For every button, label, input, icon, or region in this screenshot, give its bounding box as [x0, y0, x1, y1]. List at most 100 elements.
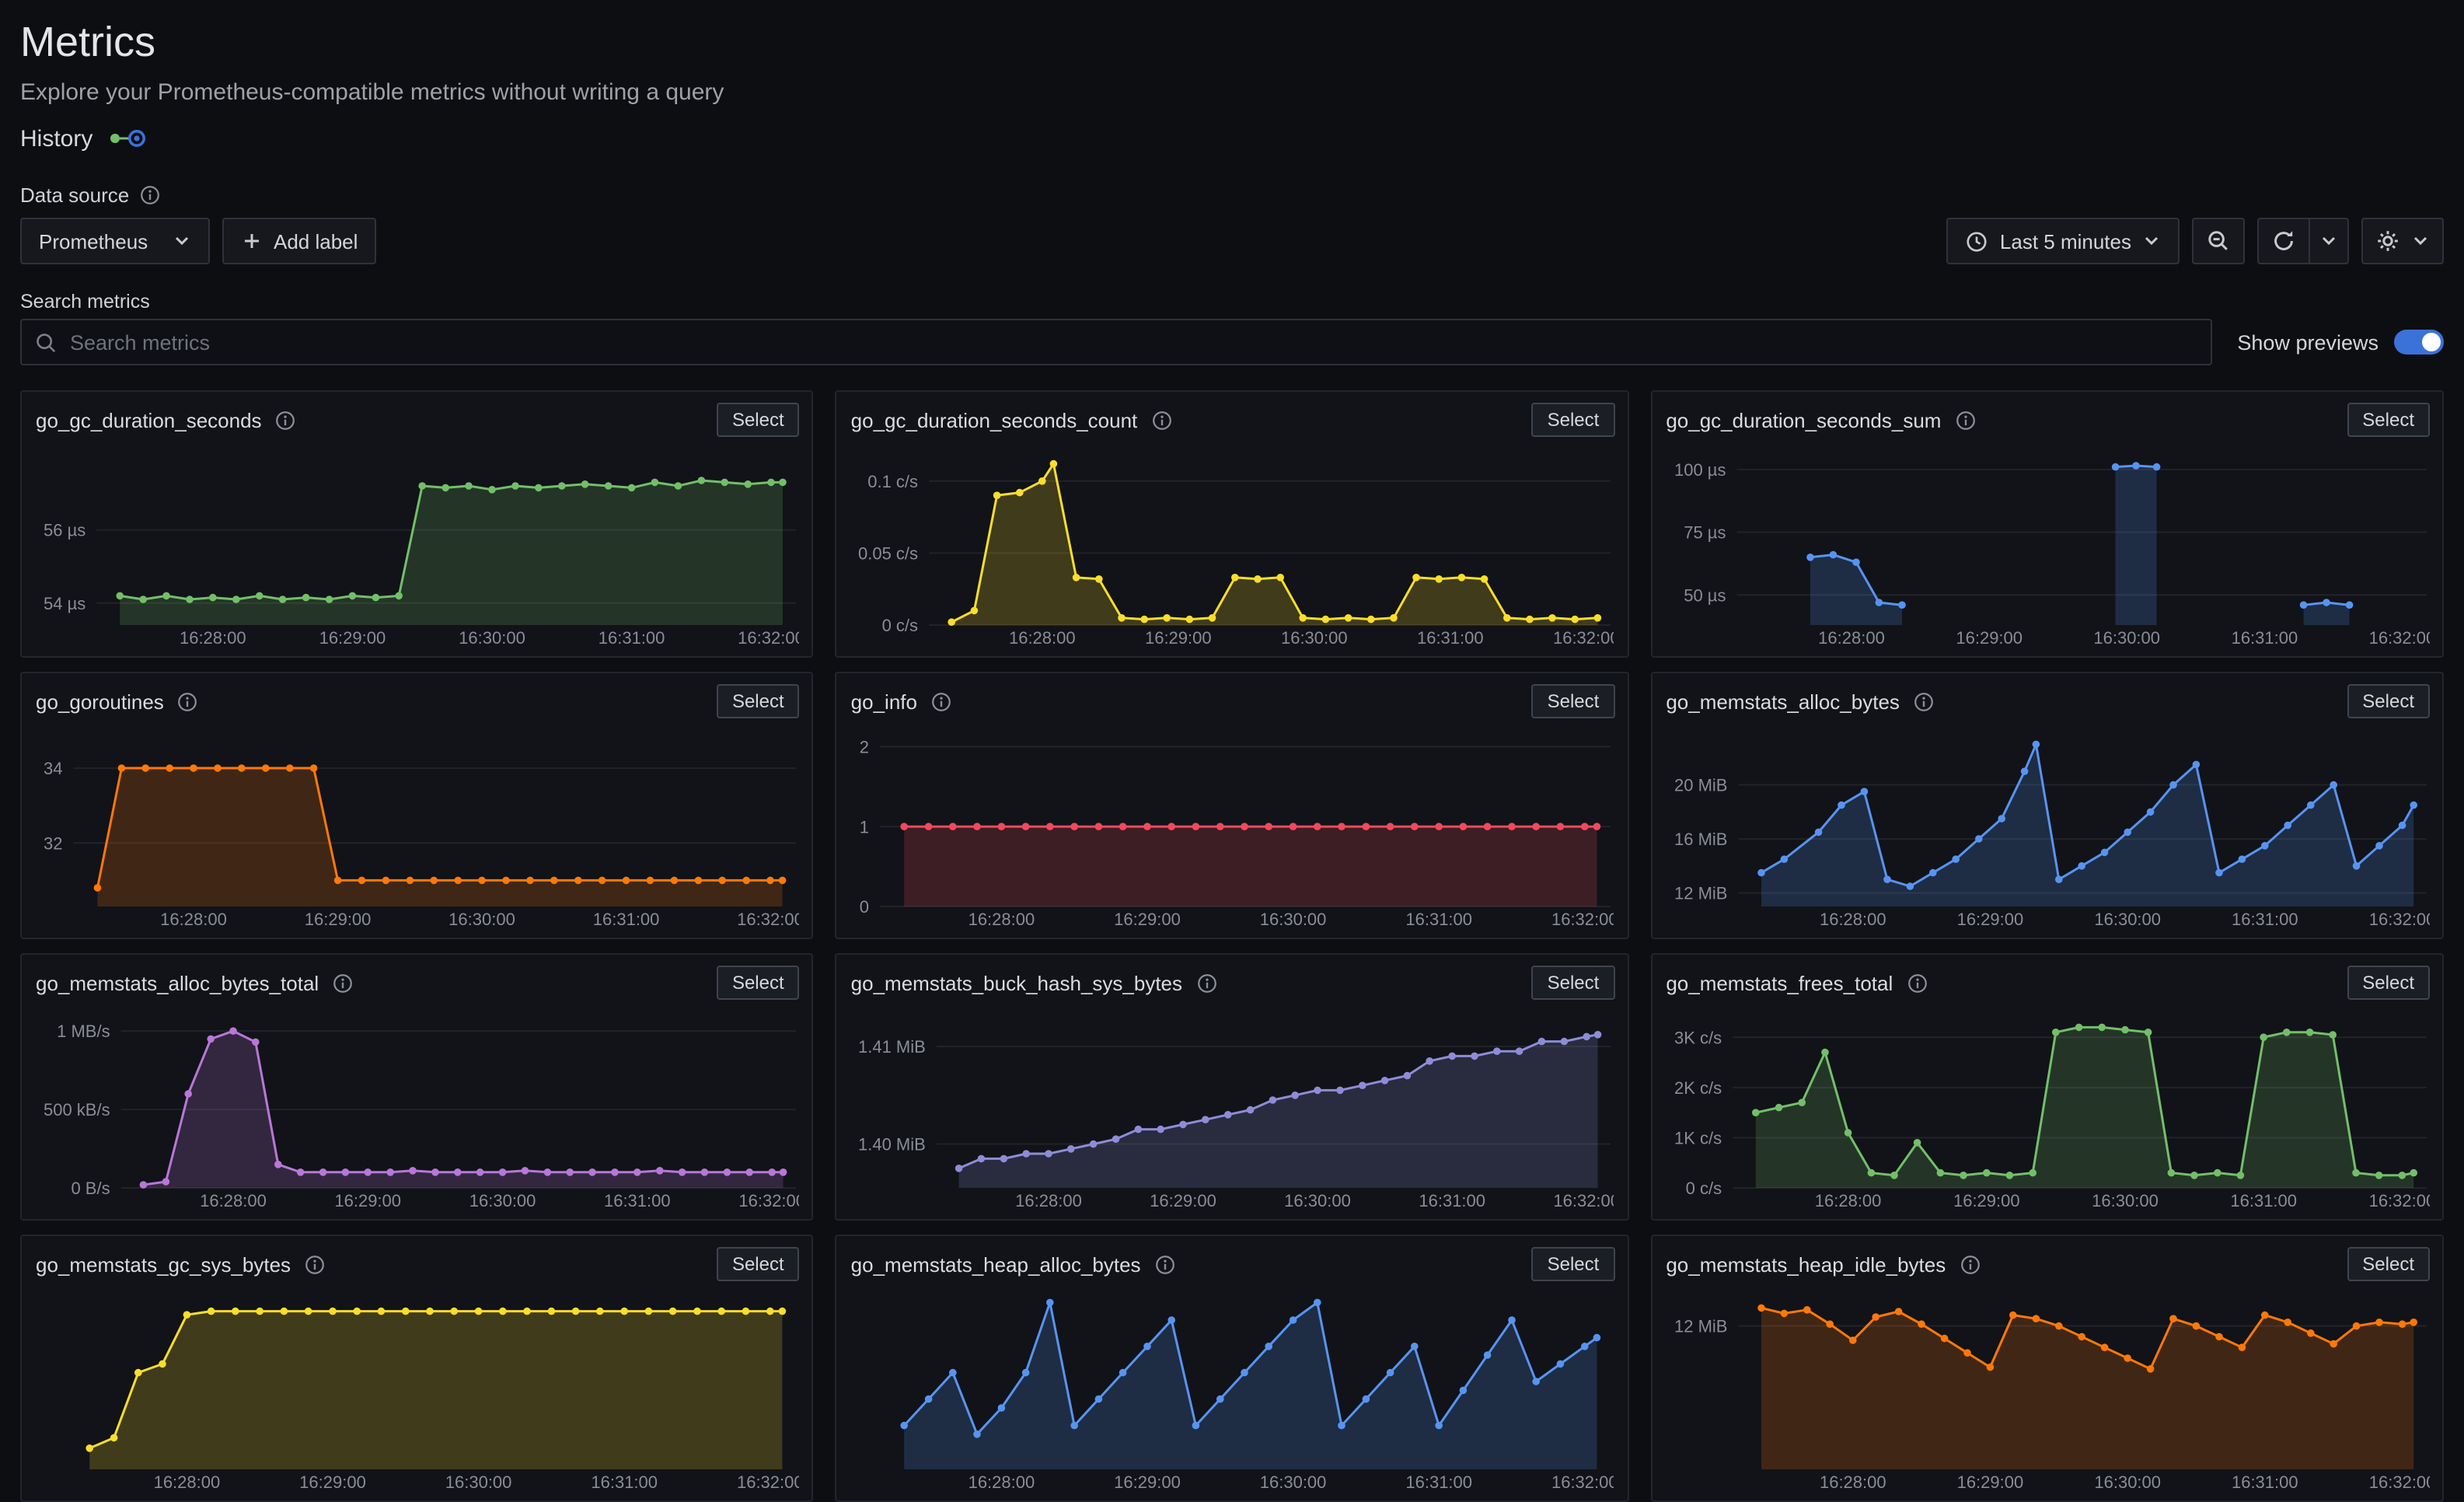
svg-text:0.1 c/s: 0.1 c/s — [868, 472, 919, 491]
svg-text:16:28:00: 16:28:00 — [1814, 1191, 1881, 1210]
info-icon[interactable] — [333, 973, 353, 993]
svg-text:16:28:00: 16:28:00 — [968, 1472, 1035, 1492]
svg-text:16:32:00: 16:32:00 — [738, 1191, 799, 1210]
add-label-button[interactable]: Add label — [222, 218, 377, 264]
svg-text:16:28:00: 16:28:00 — [968, 910, 1035, 929]
history-label[interactable]: History — [20, 125, 93, 152]
panel-header: go_gc_duration_seconds_count Select — [837, 392, 1628, 437]
zoom-out-icon — [2208, 231, 2228, 250]
datasource-label: Data source — [20, 183, 130, 206]
svg-text:16:32:00: 16:32:00 — [1554, 1191, 1614, 1210]
toggle-knob — [2422, 333, 2441, 351]
panel-header: go_memstats_buck_hash_sys_bytes Select — [837, 955, 1628, 1000]
panel-header: go_goroutines Select — [22, 673, 812, 718]
metric-chart[interactable]: 16:28:00 16:29:00 16:30:00 16:31:00 16:32:00 — [34, 1284, 800, 1493]
svg-text:16:29:00: 16:29:00 — [319, 628, 386, 648]
svg-text:16:30:00: 16:30:00 — [1285, 1191, 1352, 1210]
info-icon[interactable] — [276, 410, 296, 430]
metric-chart[interactable]: 0 c/s 1K c/s 2K c/s 3K c/s 16:28:00 16:29:00 1… — [1664, 1003, 2430, 1211]
info-icon[interactable] — [1196, 973, 1216, 993]
select-button[interactable]: Select — [1531, 1247, 1615, 1281]
svg-text:16:28:00: 16:28:00 — [154, 1472, 221, 1492]
svg-text:1 MB/s: 1 MB/s — [57, 1022, 110, 1041]
metric-name: go_memstats_heap_alloc_bytes — [850, 1252, 1141, 1276]
svg-text:16:30:00: 16:30:00 — [459, 628, 525, 648]
refresh-button-group — [2257, 218, 2349, 264]
info-icon[interactable] — [140, 184, 160, 204]
info-icon[interactable] — [1914, 691, 1934, 711]
select-button[interactable]: Select — [1531, 403, 1615, 437]
metric-chart[interactable]: 0 B/s 500 kB/s 1 MB/s 16:28:00 16:29:00 16:30… — [34, 1003, 800, 1211]
svg-text:16:29:00: 16:29:00 — [1115, 910, 1181, 929]
add-label-text: Add label — [274, 229, 358, 253]
metric-chart[interactable]: 0 1 2 16:28:00 16:29:00 16:30:00 16:31:00 16:32… — [850, 721, 1615, 930]
panel-header: go_memstats_alloc_bytes_total Select — [22, 955, 812, 1000]
svg-text:0.05 c/s: 0.05 c/s — [859, 543, 919, 563]
history-toggle-icon[interactable] — [105, 127, 152, 149]
search-input[interactable] — [20, 319, 2213, 365]
svg-text:16:30:00: 16:30:00 — [2094, 1472, 2161, 1492]
select-button[interactable]: Select — [716, 966, 800, 1000]
metric-name: go_memstats_alloc_bytes_total — [36, 971, 319, 994]
svg-text:16:31:00: 16:31:00 — [1418, 628, 1485, 648]
info-icon[interactable] — [1151, 410, 1171, 430]
svg-text:50 µs: 50 µs — [1684, 585, 1726, 605]
select-button[interactable]: Select — [716, 403, 800, 437]
metric-panel: go_goroutines Select 32 34 16:28:00 16:29:0… — [20, 672, 814, 939]
svg-text:16:31:00: 16:31:00 — [2231, 1472, 2298, 1492]
metric-chart[interactable]: 16:28:00 16:29:00 16:30:00 16:31:00 16:32:00 — [850, 1284, 1615, 1493]
show-previews-control[interactable]: Show previews — [2237, 330, 2444, 355]
metric-name: go_memstats_gc_sys_bytes — [36, 1252, 291, 1276]
time-range-picker[interactable]: Last 5 minutes — [1946, 218, 2180, 264]
metric-panel: go_memstats_heap_idle_bytes Select 12 Mi… — [1650, 1235, 2444, 1502]
svg-text:1K c/s: 1K c/s — [1673, 1128, 1721, 1147]
refresh-icon — [2274, 231, 2293, 250]
metric-chart[interactable]: 0 c/s 0.05 c/s 0.1 c/s 16:28:00 16:29:00 16:3… — [850, 440, 1615, 648]
panel-header: go_memstats_frees_total Select — [1652, 955, 2442, 1000]
refresh-interval-button[interactable] — [2309, 218, 2349, 264]
svg-text:16:31:00: 16:31:00 — [593, 910, 660, 929]
info-icon[interactable] — [305, 1254, 325, 1274]
panel-header: go_memstats_heap_alloc_bytes Select — [837, 1236, 1628, 1281]
metric-chart[interactable]: 12 MiB 16 MiB 20 MiB 16:28:00 16:29:00 16:30:… — [1664, 721, 2430, 930]
info-icon[interactable] — [931, 691, 951, 711]
svg-text:16:30:00: 16:30:00 — [469, 1191, 536, 1210]
info-icon[interactable] — [1955, 410, 1975, 430]
svg-text:16:28:00: 16:28:00 — [1016, 1191, 1083, 1210]
select-button[interactable]: Select — [2347, 1247, 2430, 1281]
svg-text:1.41 MiB: 1.41 MiB — [859, 1037, 927, 1057]
refresh-button[interactable] — [2257, 218, 2310, 264]
svg-text:20 MiB: 20 MiB — [1673, 776, 1726, 795]
select-button[interactable]: Select — [1531, 966, 1615, 1000]
select-button[interactable]: Select — [716, 684, 800, 718]
metric-chart[interactable]: 1.40 MiB 1.41 MiB 16:28:00 16:29:00 16:30:00… — [850, 1003, 1615, 1211]
show-previews-toggle[interactable] — [2394, 330, 2444, 355]
select-button[interactable]: Select — [1531, 684, 1615, 718]
zoom-out-button[interactable] — [2192, 218, 2245, 264]
metric-chart[interactable]: 50 µs 75 µs 100 µs 16:28:00 16:29:00 16:30:00… — [1664, 440, 2430, 648]
metric-panel: go_info Select 0 1 2 16:28:00 16:29:00 16:30:… — [835, 672, 1629, 939]
info-icon[interactable] — [1907, 973, 1927, 993]
datasource-picker[interactable]: Prometheus — [20, 218, 210, 264]
select-button[interactable]: Select — [2347, 684, 2430, 718]
select-button[interactable]: Select — [2347, 966, 2430, 1000]
metric-name: go_memstats_alloc_bytes — [1666, 690, 1900, 713]
svg-text:12 MiB: 12 MiB — [1673, 1317, 1726, 1336]
search-metrics-label: Search metrics — [20, 291, 150, 313]
info-icon[interactable] — [1960, 1254, 1980, 1274]
svg-text:16:29:00: 16:29:00 — [1146, 628, 1213, 648]
metric-chart[interactable]: 12 MiB 16:28:00 16:29:00 16:30:00 16:31:00 16… — [1664, 1284, 2430, 1493]
svg-text:0 c/s: 0 c/s — [1685, 1179, 1721, 1198]
svg-text:16:32:00: 16:32:00 — [2368, 910, 2429, 929]
select-button[interactable]: Select — [2347, 403, 2430, 437]
info-icon[interactable] — [178, 691, 198, 711]
info-icon[interactable] — [1155, 1254, 1175, 1274]
metric-chart[interactable]: 32 34 16:28:00 16:29:00 16:30:00 16:31:00 16:3… — [34, 721, 800, 930]
metric-name: go_memstats_buck_hash_sys_bytes — [850, 971, 1183, 994]
history-section[interactable]: History — [20, 123, 2444, 154]
metric-chart[interactable]: 54 µs 56 µs 16:28:00 16:29:00 16:30:00 16:31:… — [34, 440, 800, 648]
svg-text:16:30:00: 16:30:00 — [2094, 910, 2161, 929]
select-button[interactable]: Select — [716, 1247, 800, 1281]
svg-text:16:29:00: 16:29:00 — [305, 910, 372, 929]
settings-button[interactable] — [2361, 218, 2444, 264]
